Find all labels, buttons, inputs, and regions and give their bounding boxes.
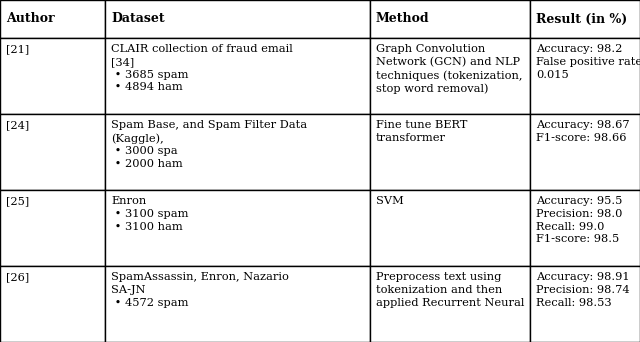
Text: Author: Author [6,13,54,26]
Text: Fine tune BERT
transformer: Fine tune BERT transformer [376,120,467,143]
Text: [25]: [25] [6,196,29,206]
Bar [105,114,370,190]
Text: Accuracy: 98.67
F1-score: 98.66: Accuracy: 98.67 F1-score: 98.66 [536,120,630,143]
Bar [105,266,370,342]
Bar [105,38,370,114]
Bar [370,114,530,190]
Text: [26]: [26] [6,272,29,282]
Bar [530,266,640,342]
Bar [530,0,640,38]
Bar [0,190,105,266]
Text: Preprocess text using
tokenization and then
applied Recurrent Neural: Preprocess text using tokenization and t… [376,272,524,307]
Text: CLAIR collection of fraud email
[34]
 • 3685 spam
 • 4894 ham: CLAIR collection of fraud email [34] • 3… [111,44,292,92]
Text: [24]: [24] [6,120,29,130]
Bar [530,190,640,266]
Text: SpamAssassin, Enron, Nazario
SA-JN
 • 4572 spam: SpamAssassin, Enron, Nazario SA-JN • 457… [111,272,289,307]
Text: Graph Convolution
Network (GCN) and NLP
techniques (tokenization,
stop word remo: Graph Convolution Network (GCN) and NLP … [376,44,522,94]
Bar [0,266,105,342]
Bar [530,38,640,114]
Text: Accuracy: 95.5
Precision: 98.0
Recall: 99.0
F1-score: 98.5: Accuracy: 95.5 Precision: 98.0 Recall: 9… [536,196,622,245]
Text: Result (in %): Result (in %) [536,13,627,26]
Bar [370,266,530,342]
Text: Enron
 • 3100 spam
 • 3100 ham: Enron • 3100 spam • 3100 ham [111,196,189,232]
Bar [370,38,530,114]
Bar [370,190,530,266]
Bar [0,38,105,114]
Text: [21]: [21] [6,44,29,54]
Bar [105,0,370,38]
Text: Accuracy: 98.2
False positive rate:
0.015: Accuracy: 98.2 False positive rate: 0.01… [536,44,640,80]
Bar [370,0,530,38]
Text: Accuracy: 98.91
Precision: 98.74
Recall: 98.53: Accuracy: 98.91 Precision: 98.74 Recall:… [536,272,630,307]
Text: SVM: SVM [376,196,404,206]
Text: Spam Base, and Spam Filter Data
(Kaggle),
 • 3000 spa
 • 2000 ham: Spam Base, and Spam Filter Data (Kaggle)… [111,120,307,169]
Bar [105,190,370,266]
Bar [0,0,105,38]
Bar [530,114,640,190]
Bar [0,114,105,190]
Text: Method: Method [376,13,429,26]
Text: Dataset: Dataset [111,13,164,26]
